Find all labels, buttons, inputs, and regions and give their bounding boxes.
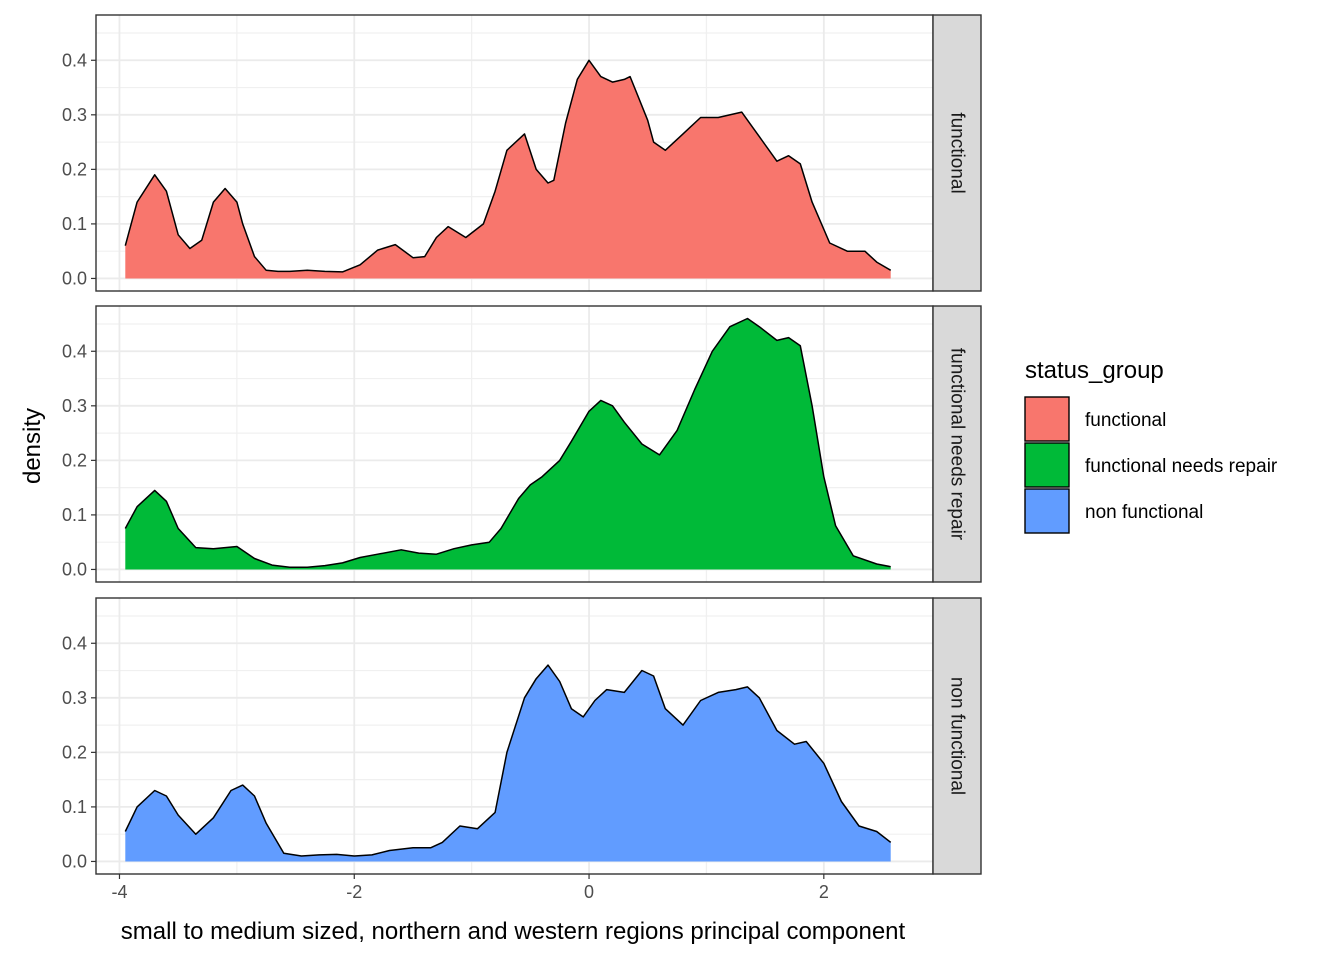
y-tick-label: 0.1 (62, 505, 87, 525)
density-area-non-functional (125, 665, 891, 862)
legend-item: functional (1024, 396, 1166, 442)
facet-panels: 0.0 0.1 0.2 0.3 0.4 functional 0.0 0.1 0.2 0.3 0.4… (62, 14, 982, 902)
y-axis-title: density (19, 408, 46, 484)
x-tick-label: -4 (111, 882, 127, 902)
y-tick-label: 0.2 (62, 450, 87, 470)
facet-panel: 0.0 0.1 0.2 0.3 0.4 functional needs repair (62, 305, 982, 583)
x-tick-label: 0 (584, 882, 594, 902)
legend-title: status_group (1025, 357, 1164, 384)
x-axis-title: small to medium sized, northern and west… (121, 918, 906, 945)
legend-item: non functional (1024, 488, 1203, 534)
facet-panel: 0.0 0.1 0.2 0.3 0.4 functional (62, 14, 982, 292)
legend-key (1024, 442, 1070, 488)
legend-label: functional (1085, 410, 1166, 431)
density-area-functional (125, 60, 891, 279)
y-tick-label: 0.1 (62, 797, 87, 817)
y-tick-label: 0.2 (62, 742, 87, 762)
x-tick-label: -2 (346, 882, 362, 902)
y-tick-label: 0.0 (62, 851, 87, 871)
density-line-functional (124, 59, 892, 273)
legend-item: functional needs repair (1024, 442, 1278, 488)
legend-key (1024, 488, 1070, 534)
y-tick-label: 0.3 (62, 688, 87, 708)
y-tick-label: 0.4 (62, 50, 87, 70)
facet-strip-label: functional needs repair (947, 348, 968, 541)
facet-strip (932, 14, 982, 292)
facet-strip (932, 305, 982, 583)
y-tick-label: 0.1 (62, 214, 87, 234)
legend-label: non functional (1085, 502, 1203, 523)
facet-panel: 0.0 0.1 0.2 0.3 0.4 non functional -4 -2 0 2 (62, 597, 982, 902)
density-line-non-functional (124, 664, 892, 857)
density-line-functional-needs-repair (124, 317, 891, 569)
facet-strip (932, 597, 982, 875)
y-tick-label: 0.4 (62, 341, 87, 361)
x-tick-label: 2 (819, 882, 829, 902)
legend-key (1024, 396, 1070, 442)
y-tick-label: 0.3 (62, 105, 87, 125)
y-tick-label: 0.3 (62, 396, 87, 416)
facet-strip-label: functional (947, 112, 968, 193)
legend: status_group functional functional needs … (1024, 357, 1278, 534)
y-tick-label: 0.0 (62, 559, 87, 579)
y-tick-label: 0.4 (62, 633, 87, 653)
y-tick-label: 0.0 (62, 268, 87, 288)
y-tick-label: 0.2 (62, 159, 87, 179)
density-area-functional-needs-repair (125, 318, 891, 570)
legend-label: functional needs repair (1085, 456, 1278, 477)
facet-strip-label: non functional (947, 677, 968, 795)
